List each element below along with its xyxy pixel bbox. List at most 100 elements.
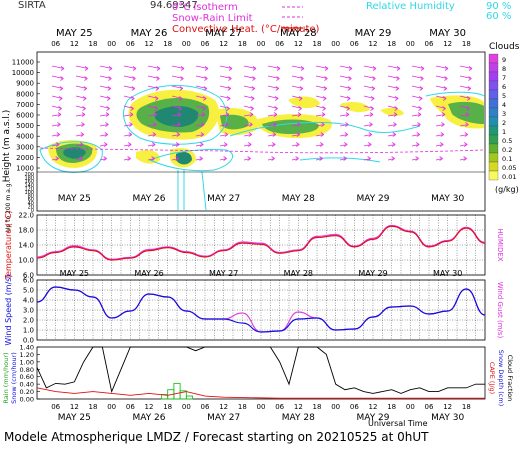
wind-arrow	[339, 105, 350, 109]
wind-arrow-head	[154, 106, 158, 111]
day-label: MAY 26	[131, 28, 168, 39]
rain-bar	[185, 395, 194, 400]
ytick-label: 1.0	[23, 327, 34, 335]
cloud-ytick-label: 2000	[16, 154, 34, 162]
wind-arrow	[51, 105, 62, 109]
wind-arrow-head	[396, 76, 400, 81]
wind-arrow	[411, 85, 423, 89]
wind-arrow	[75, 85, 87, 89]
wind-arrow-head	[465, 122, 469, 127]
wind-arrow	[99, 158, 107, 161]
wind-arrow	[315, 105, 326, 109]
wind-arrow-head	[200, 132, 205, 137]
clouds-ylabel: Height (m a.s.l.)	[2, 110, 12, 183]
wind-arrow-head	[372, 66, 377, 71]
wind-arrow-head	[224, 132, 229, 137]
wind-arrow	[459, 158, 467, 161]
wind-arrow-head	[81, 122, 85, 127]
series-line	[36, 224, 486, 260]
day-label: MAY 29	[356, 413, 389, 423]
hour-label: 06	[126, 40, 135, 48]
ytick-label: 0.20	[20, 388, 34, 396]
wind-arrow-head	[152, 132, 157, 137]
temp-ylabel: Temperature (°C)	[4, 210, 13, 280]
wind-arrow	[147, 144, 156, 147]
wind-arrow	[459, 85, 471, 89]
wind-arrow-head	[204, 66, 209, 71]
wind-arrow-head	[225, 122, 229, 127]
wind-arrow	[75, 95, 87, 99]
wind-arrow-head	[202, 96, 207, 101]
cloud-yellow-9	[136, 150, 160, 164]
wind-arrow-head	[57, 112, 62, 117]
clouds-legend-swatch	[488, 98, 499, 109]
wind-arrow-head	[367, 142, 372, 147]
clouds-legend-swatch	[488, 53, 499, 64]
wind-arrow-head	[298, 96, 303, 101]
wind-arrow	[75, 124, 85, 127]
hour-label: 18	[238, 40, 247, 48]
wind-arrow-head	[369, 112, 374, 117]
wind-arrow-head	[415, 142, 420, 147]
wind-arrow	[435, 75, 448, 79]
wind-arrow	[339, 144, 348, 147]
wind-arrow-head	[178, 106, 182, 111]
hour-label: 12	[219, 40, 228, 48]
day-label: MAY 26	[132, 194, 165, 204]
wind-arrow-head	[417, 112, 422, 117]
wind-yticks: 6.0 5.0 4.0 3.0 2.0 1.0 0.0	[23, 277, 485, 345]
wind-arrow-head	[440, 132, 445, 137]
wind-arrow-head	[225, 112, 230, 117]
wind-arrow	[171, 105, 182, 109]
cloud-ytick-label: 9000	[16, 80, 34, 88]
hour-label: 06	[425, 403, 434, 411]
ytick-label: 0.40	[20, 381, 34, 389]
precip-ylabel2: CAPE (J/g)	[488, 362, 496, 394]
wind-arrow	[171, 124, 181, 127]
wind-arrow	[435, 158, 443, 161]
wind-arrow-head	[228, 76, 232, 81]
hour-label: 00	[257, 40, 266, 48]
wind-arrow-head	[464, 132, 469, 137]
wind-arrow-head	[129, 112, 134, 117]
wind-arrow	[339, 75, 352, 79]
wind-arrow-head	[369, 122, 373, 127]
bottom-hour-labels: 06 12 18 00 06 12 18 00 06 12 18 00 06 12 18 00 06 12 18 00…	[51, 403, 471, 411]
wind-arrow-head	[322, 106, 326, 111]
wind-arrow	[267, 105, 278, 109]
humidity-contour-6	[177, 170, 207, 211]
wind-arrow-head	[55, 142, 60, 147]
wind-arrow-head	[273, 112, 278, 117]
wind-arrow	[387, 65, 401, 69]
clouds-legend-level: 7	[502, 74, 506, 82]
wind-arrow-head	[346, 96, 351, 101]
wind-arrow	[123, 114, 134, 117]
wind-arrow-head	[108, 66, 113, 71]
hour-label: 12	[369, 40, 378, 48]
wind-arrow-head	[60, 76, 64, 81]
clouds-legend-level: 8	[502, 65, 506, 73]
day-label: MAY 25	[56, 28, 93, 39]
wind-arrow-head	[273, 122, 277, 127]
wind-arrow-head	[463, 156, 467, 161]
wind-arrow	[291, 124, 301, 127]
hour-label: 00	[331, 40, 340, 48]
wind-arrow	[75, 144, 84, 147]
day-label: MAY 29	[358, 269, 387, 278]
clouds-legend-unit: (g/kg)	[495, 185, 519, 194]
wind-arrow-head	[60, 66, 65, 71]
clouds-legend-swatch	[488, 125, 499, 136]
wind-arrow-head	[370, 96, 375, 101]
wind-arrow-head	[368, 132, 373, 137]
wind-arrow	[195, 124, 205, 127]
wind-arrow	[147, 75, 160, 79]
day-label: MAY 30	[433, 269, 462, 278]
wind-arrow	[339, 95, 351, 99]
wind-arrow	[267, 65, 281, 69]
wind-arrow	[171, 114, 182, 117]
wind-arrow	[99, 114, 110, 117]
wind-arrow	[123, 65, 137, 69]
cloud-ytick-label: 11000	[12, 59, 34, 67]
